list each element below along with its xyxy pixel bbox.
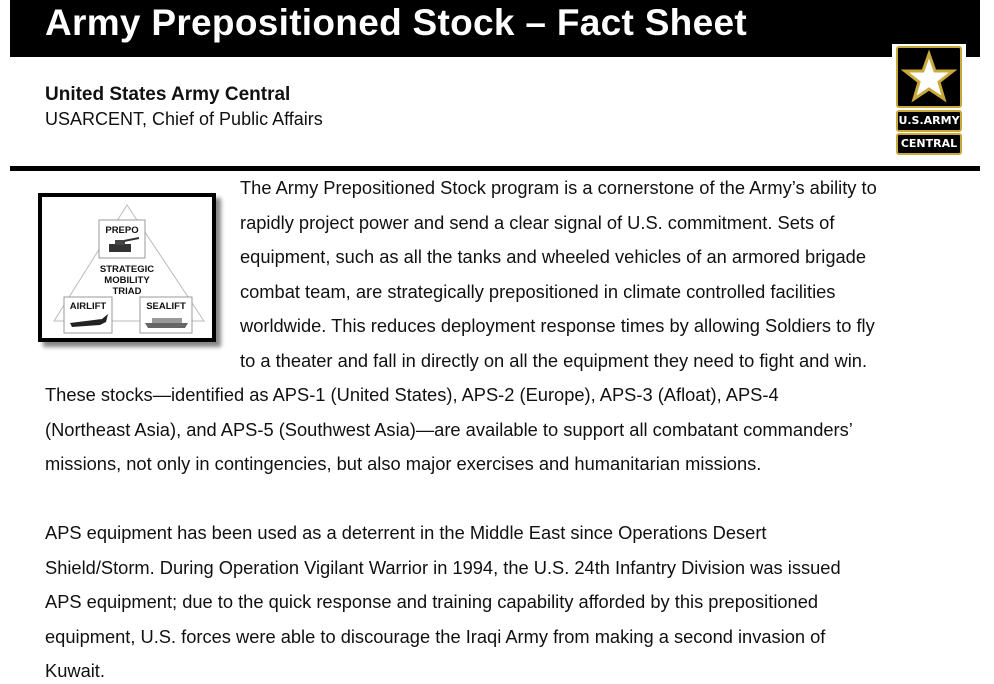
text-line: worldwide. This reduces deployment respo… — [240, 315, 875, 336]
ship-icon — [145, 318, 188, 328]
figure-label-center: TRIAD — [112, 286, 142, 297]
text-line: APS equipment has been used as a deterre… — [45, 522, 767, 543]
organization-name: United States Army Central — [45, 84, 291, 105]
figure-label-airlift: AIRLIFT — [69, 301, 107, 312]
star-icon — [896, 46, 962, 108]
figure-label-center: STRATEGIC — [99, 264, 155, 275]
airplane-icon — [70, 314, 108, 327]
tank-icon — [109, 237, 140, 252]
page-title: Army Prepositioned Stock – Fact Sheet — [45, 2, 747, 43]
text-line: Shield/Storm. During Operation Vigilant … — [45, 557, 841, 578]
text-line: rapidly project power and send a clear s… — [240, 212, 835, 233]
department-name: USARCENT, Chief of Public Affairs — [45, 109, 323, 129]
title-bar — [10, 0, 980, 57]
us-army-central-logo: U.S.ARMY CENTRAL — [892, 44, 966, 156]
logo-text-central: CENTRAL — [896, 133, 962, 155]
logo-text-usarmy: U.S.ARMY — [896, 110, 962, 132]
text-line: equipment, U.S. forces were able to disc… — [45, 626, 826, 647]
text-line: missions, not only in contingencies, but… — [45, 453, 762, 474]
divider — [10, 166, 980, 171]
text-line: (Northeast Asia), and APS-5 (Southwest A… — [45, 419, 853, 440]
figure-label-sealift: SEALIFT — [146, 301, 186, 312]
text-line: to a theater and fall in directly on all… — [240, 350, 868, 371]
text-line: combat team, are strategically prepositi… — [240, 281, 836, 302]
text-line: equipment, such as all the tanks and whe… — [240, 246, 867, 267]
figure-label-center: MOBILITY — [104, 275, 150, 286]
figure-label-prepo: PREPO — [105, 225, 139, 236]
text-line: Kuwait. — [45, 660, 105, 681]
text-line: The Army Prepositioned Stock program is … — [240, 177, 877, 198]
strategic-mobility-triad-figure: PREPO STRATEGIC MOBILITY TRIAD AIRLIFT S… — [38, 193, 216, 342]
text-line: APS equipment; due to the quick response… — [45, 591, 819, 612]
text-line: These stocks—identified as APS-1 (United… — [45, 384, 779, 405]
